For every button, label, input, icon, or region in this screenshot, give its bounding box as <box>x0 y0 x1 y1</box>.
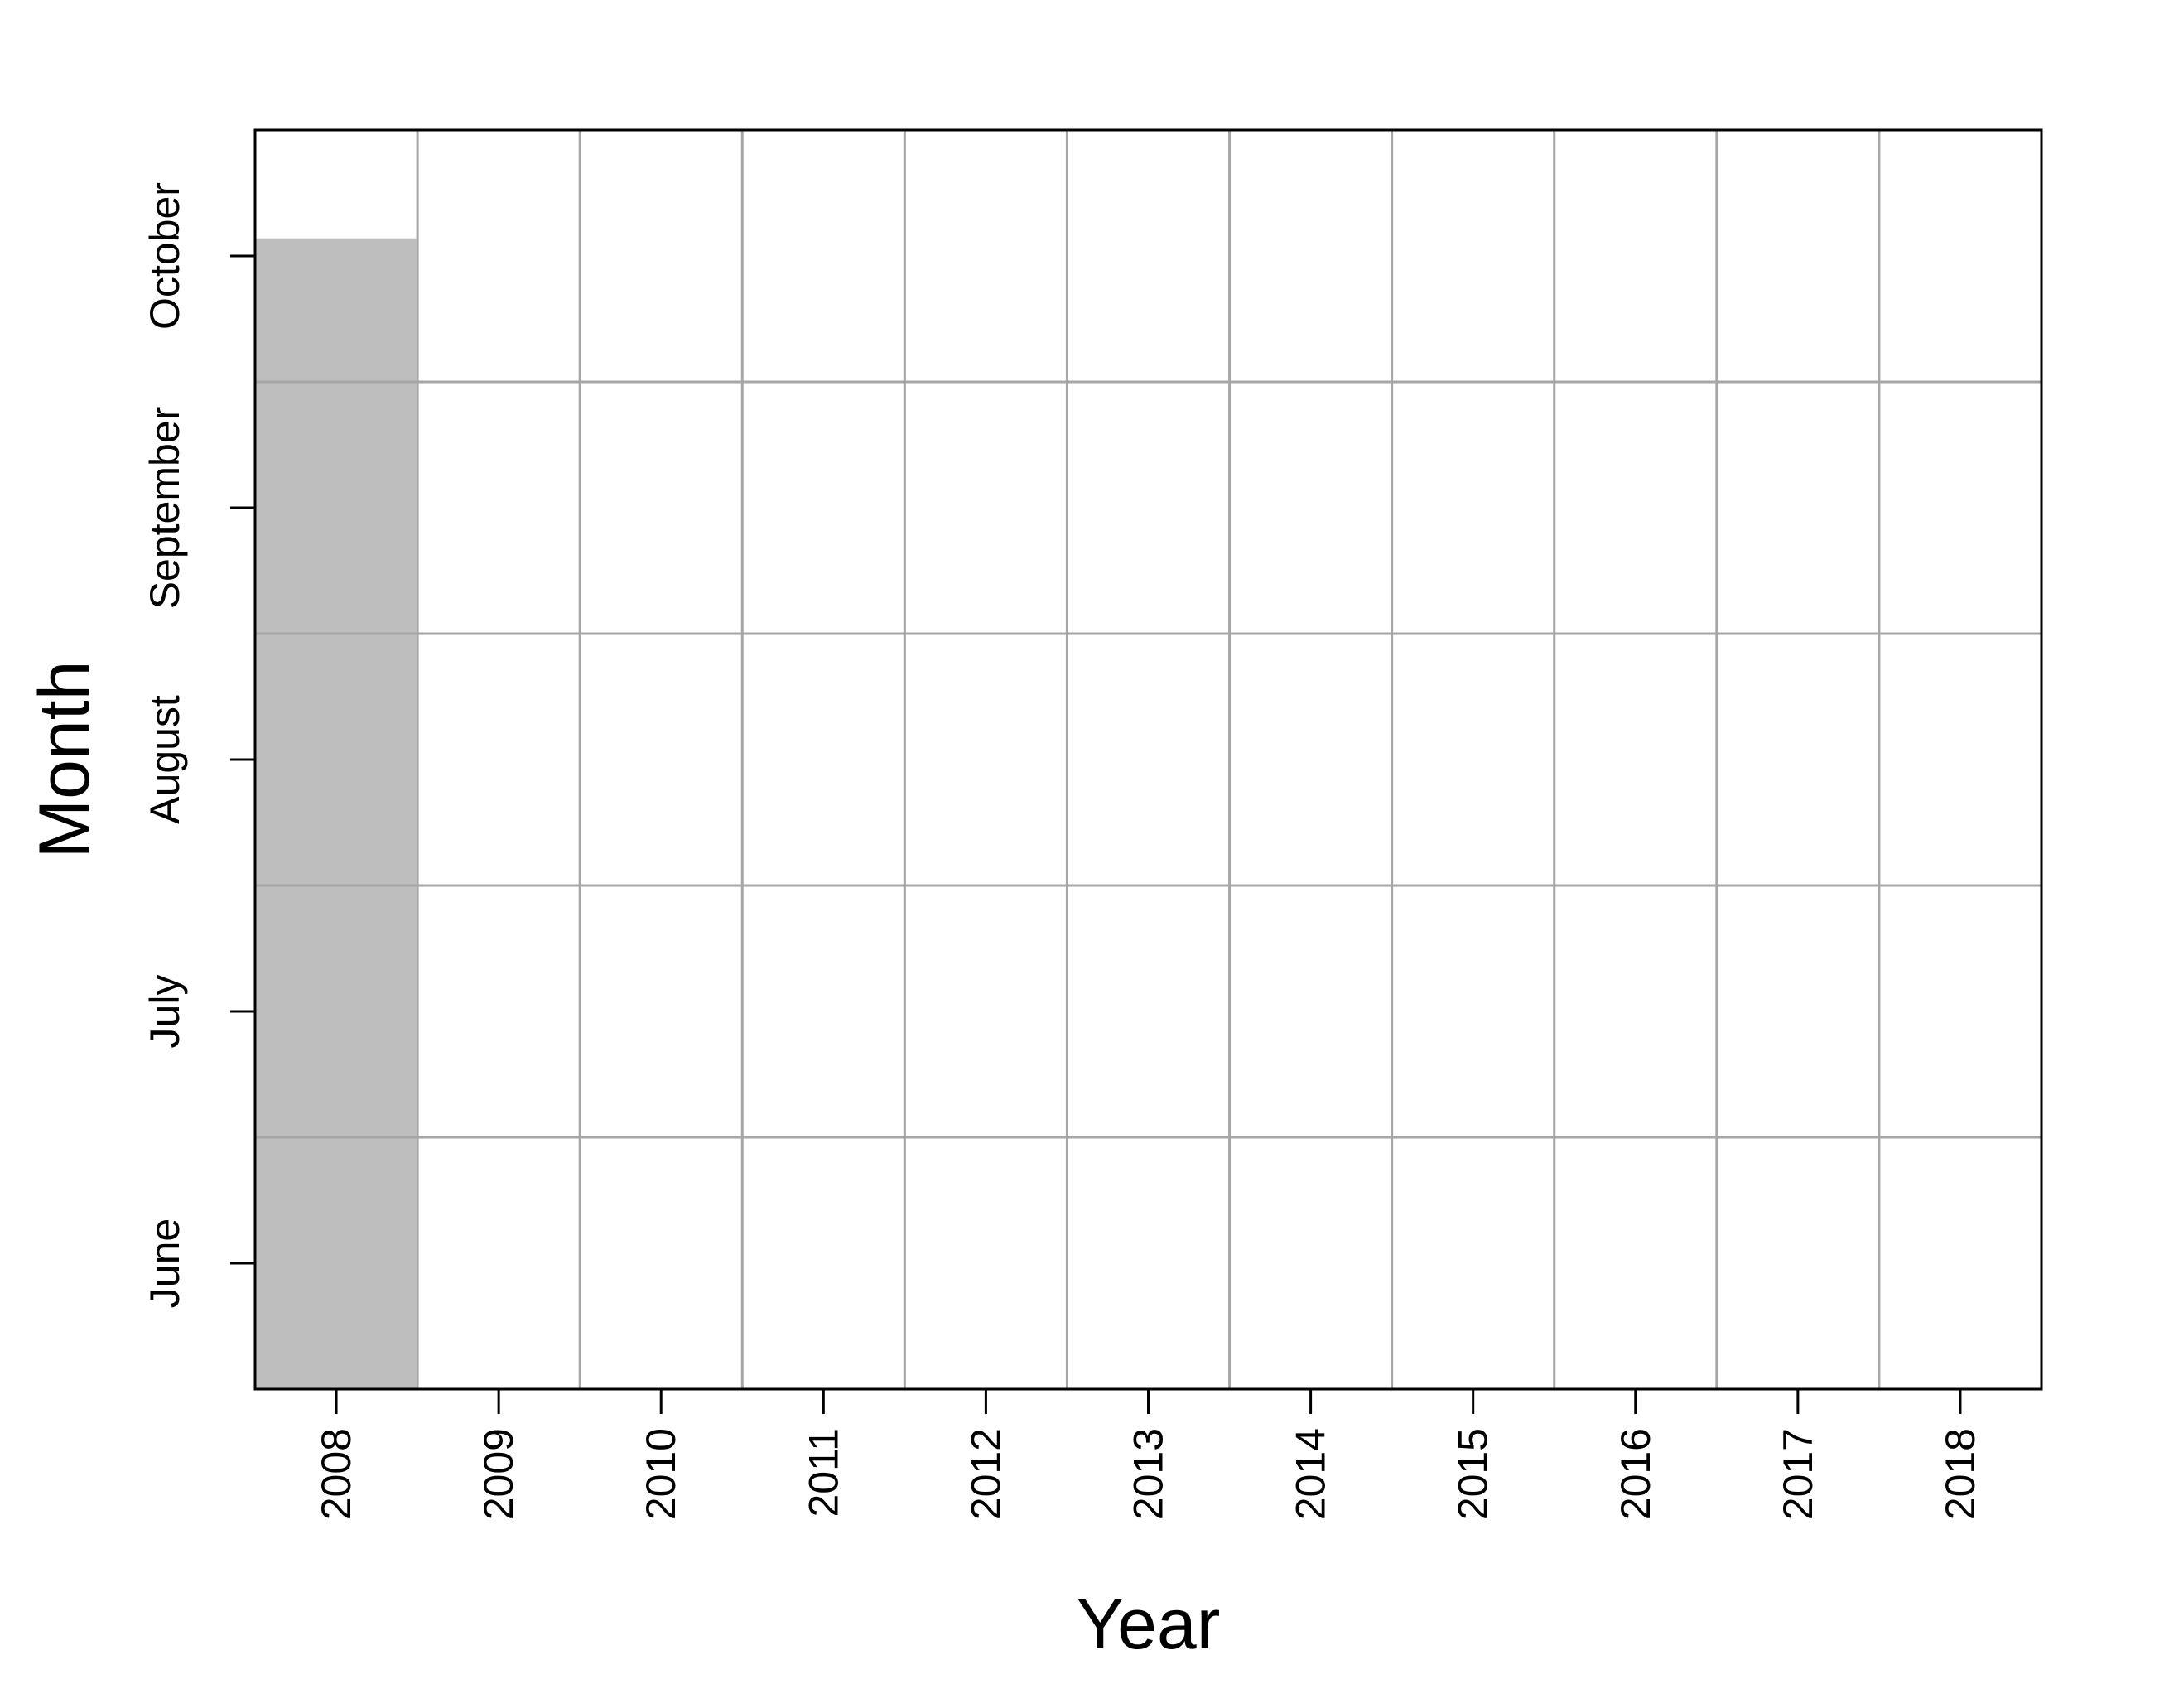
x-tick-label: 2012 <box>962 1428 1009 1520</box>
y-axis-title: Month <box>25 660 104 858</box>
grid-lines <box>255 130 2041 1389</box>
x-tick-label: 2010 <box>638 1428 684 1520</box>
x-tick-label: 2013 <box>1126 1428 1172 1520</box>
x-axis: 2008 2009 2010 2011 2012 2013 2014 2015 2016 2017… <box>313 1389 1984 1520</box>
y-tick-label: August <box>142 695 188 824</box>
y-tick-label: July <box>142 975 188 1049</box>
x-tick-label: 2009 <box>475 1428 522 1520</box>
y-axis: June July August September October <box>142 182 255 1308</box>
x-tick-label: 2011 <box>800 1428 846 1517</box>
x-tick-label: 2017 <box>1775 1428 1821 1520</box>
x-axis-title: Year <box>1077 1585 1221 1664</box>
bar-2008 <box>255 238 418 1390</box>
x-tick-label: 2015 <box>1450 1428 1497 1520</box>
x-tick-label: 2018 <box>1937 1428 1984 1520</box>
y-tick-label: October <box>142 182 188 330</box>
bar-series <box>255 238 418 1390</box>
y-tick-label: June <box>142 1218 188 1308</box>
y-tick-label: September <box>142 407 188 610</box>
x-tick-label: 2014 <box>1288 1428 1334 1520</box>
x-tick-label: 2016 <box>1612 1428 1659 1520</box>
x-tick-label: 2008 <box>313 1428 359 1520</box>
plot-frame <box>253 128 2043 1391</box>
